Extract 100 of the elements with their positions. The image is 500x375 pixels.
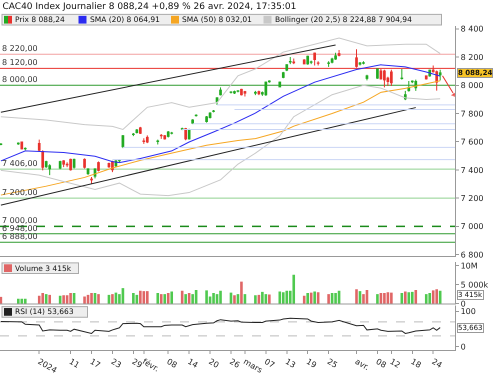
bar xyxy=(278,292,282,304)
bar xyxy=(414,290,418,304)
candlestick xyxy=(376,68,379,80)
ref-line-label: 6 888,00 xyxy=(2,232,38,241)
bar xyxy=(404,292,407,304)
candlestick xyxy=(219,86,222,96)
bar xyxy=(330,293,334,304)
bar xyxy=(139,290,142,304)
candlestick xyxy=(236,90,240,93)
bar xyxy=(400,293,404,304)
bar xyxy=(111,294,114,304)
candlestick xyxy=(278,80,282,88)
chart-title: CAC40 Index Journalier 8 088,24 +0,89 % 26 avr. 2024, 17:35:01 xyxy=(2,2,296,12)
x-tick-label: 14 xyxy=(186,357,200,370)
x-tick-label: 18 xyxy=(409,357,423,370)
y-tick-label: 0 xyxy=(460,299,466,308)
x-tick-label: 23 xyxy=(109,357,123,370)
bar xyxy=(282,292,285,304)
bar xyxy=(83,296,86,304)
candlestick xyxy=(338,49,340,57)
bar xyxy=(114,292,118,304)
candlestick xyxy=(362,60,365,65)
bar xyxy=(160,294,163,304)
bar xyxy=(362,294,365,304)
x-tick-label: 07 xyxy=(262,357,276,370)
candlestick xyxy=(212,109,215,113)
bar xyxy=(216,294,218,304)
bar xyxy=(24,298,27,304)
candlestick xyxy=(254,90,257,96)
candlestick xyxy=(244,90,246,98)
bar xyxy=(38,296,41,304)
candlestick xyxy=(16,142,20,146)
line-series xyxy=(0,318,441,334)
candlestick xyxy=(216,96,218,106)
candlestick xyxy=(230,90,232,94)
bar xyxy=(146,291,149,304)
x-tick-label: 12 xyxy=(388,357,402,370)
line-series xyxy=(0,38,441,130)
bar xyxy=(108,294,110,304)
candlestick xyxy=(366,74,368,81)
ref-line-label: 8 000,00 xyxy=(2,75,38,84)
candlestick xyxy=(302,58,306,65)
bar xyxy=(313,292,316,304)
y-tick-label: 5 000k xyxy=(460,280,488,290)
candlestick xyxy=(146,134,149,144)
bar xyxy=(230,292,232,304)
candlestick xyxy=(58,160,62,170)
bar xyxy=(261,292,264,304)
candlestick xyxy=(414,79,418,92)
bar xyxy=(264,294,268,304)
candlestick xyxy=(72,158,76,170)
x-tick-label: 17 xyxy=(88,357,102,370)
x-tick-label: 08 xyxy=(374,357,388,370)
x-tick-label: 11 xyxy=(68,357,81,370)
candlestick xyxy=(142,138,146,144)
candlestick xyxy=(330,57,334,64)
bar xyxy=(44,294,48,304)
candlestick xyxy=(334,52,337,60)
candlestick xyxy=(306,55,310,66)
bar xyxy=(69,293,72,304)
candlestick xyxy=(407,80,410,92)
y-tick-label: 8 200 xyxy=(460,52,484,62)
candlestick xyxy=(292,58,296,65)
bar xyxy=(212,293,215,304)
x-tick-label: 19 xyxy=(304,357,318,370)
y-tick-label: 7 800 xyxy=(460,109,484,118)
bar xyxy=(233,295,236,304)
ref-line-label: 7 406,00 xyxy=(2,159,38,168)
bar xyxy=(410,292,414,304)
candlestick xyxy=(288,56,292,65)
bar xyxy=(142,291,146,304)
bar xyxy=(380,293,382,304)
candlestick xyxy=(166,130,170,138)
y-tick-label: 10M xyxy=(460,261,478,270)
candlestick xyxy=(258,90,260,96)
bar xyxy=(383,293,386,304)
bar xyxy=(58,296,62,304)
bar xyxy=(66,295,68,304)
y-tick-label: 0 xyxy=(460,342,466,352)
bar xyxy=(366,290,368,304)
candlestick xyxy=(24,146,27,151)
bar xyxy=(188,293,190,304)
candlestick xyxy=(122,134,124,149)
candlestick xyxy=(69,158,72,172)
bar xyxy=(292,274,296,304)
bar xyxy=(17,298,20,304)
bar xyxy=(310,292,312,304)
bar xyxy=(408,292,410,304)
bar xyxy=(205,290,208,304)
candlestick xyxy=(327,60,330,68)
y-tick-label: 8 400 xyxy=(460,24,484,34)
bar xyxy=(236,294,240,304)
candlestick xyxy=(20,140,24,150)
bar xyxy=(438,290,442,304)
bar xyxy=(20,298,24,304)
bar xyxy=(390,292,393,304)
bar xyxy=(254,295,257,304)
candlestick xyxy=(313,52,316,66)
candlestick xyxy=(358,61,362,66)
candlestick xyxy=(233,90,236,95)
